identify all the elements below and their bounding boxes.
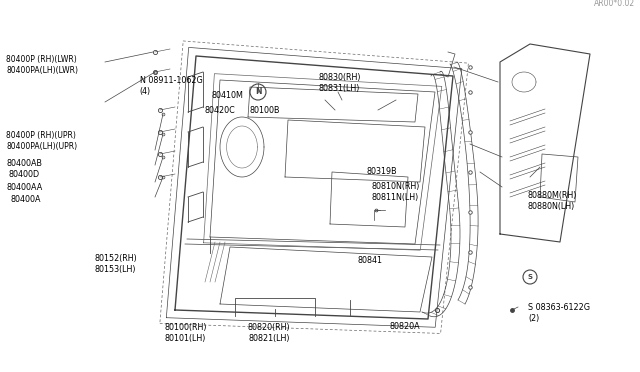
Text: 80820A: 80820A [389, 322, 420, 331]
Text: 80810N(RH)
80811N(LH): 80810N(RH) 80811N(LH) [371, 182, 420, 202]
Text: 80820(RH)
80821(LH): 80820(RH) 80821(LH) [248, 323, 290, 343]
Text: S 08363-6122G
(2): S 08363-6122G (2) [528, 303, 590, 323]
Text: 80410M: 80410M [211, 92, 243, 100]
Text: 80100B: 80100B [250, 106, 280, 115]
Text: 80830(RH)
80831(LH): 80830(RH) 80831(LH) [319, 73, 361, 93]
Text: 80100(RH)
80101(LH): 80100(RH) 80101(LH) [164, 323, 207, 343]
Text: 80400A: 80400A [10, 195, 41, 203]
Text: 80400AA: 80400AA [6, 183, 43, 192]
Text: 80400P (RH)(UPR)
80400PA(LH)(UPR): 80400P (RH)(UPR) 80400PA(LH)(UPR) [6, 131, 77, 151]
Text: 80420C: 80420C [205, 106, 236, 115]
Text: 80152(RH)
80153(LH): 80152(RH) 80153(LH) [95, 254, 138, 274]
Text: 80880M(RH)
80880N(LH): 80880M(RH) 80880N(LH) [528, 191, 577, 211]
Text: AR00*0.02: AR00*0.02 [594, 0, 635, 8]
Text: 80400AB: 80400AB [6, 159, 42, 168]
Text: 80841: 80841 [357, 256, 382, 265]
Text: 80400D: 80400D [8, 170, 40, 179]
Text: N 08911-1062G
(4): N 08911-1062G (4) [140, 76, 202, 96]
Text: 80400P (RH)(LWR)
80400PA(LH)(LWR): 80400P (RH)(LWR) 80400PA(LH)(LWR) [6, 55, 79, 75]
Text: N: N [255, 87, 261, 96]
Text: S: S [527, 274, 532, 280]
Text: 80319B: 80319B [366, 167, 397, 176]
